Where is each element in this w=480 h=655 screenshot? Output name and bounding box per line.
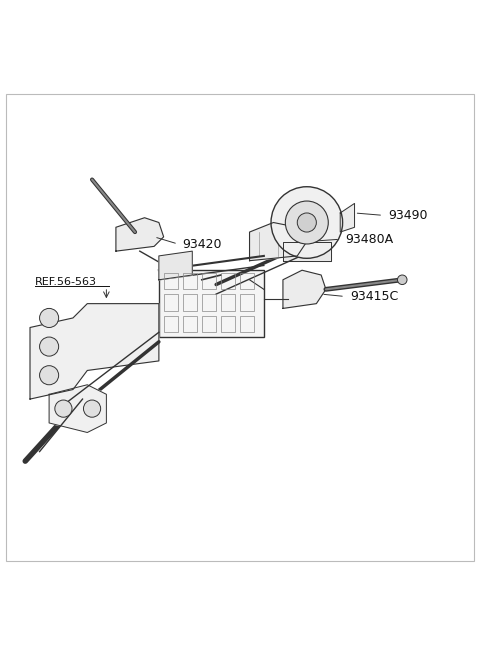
Bar (183, 294, 197, 310)
Bar (164, 272, 178, 290)
Text: 93415C: 93415C (350, 290, 398, 303)
Bar (221, 316, 235, 332)
Circle shape (397, 275, 407, 284)
Circle shape (39, 309, 59, 328)
Bar (183, 316, 197, 332)
Circle shape (55, 400, 72, 417)
Polygon shape (340, 204, 355, 232)
Circle shape (84, 400, 101, 417)
Text: 93490: 93490 (388, 210, 427, 222)
Circle shape (39, 365, 59, 384)
Circle shape (285, 201, 328, 244)
Bar (221, 294, 235, 310)
Text: 93480A: 93480A (345, 233, 393, 246)
Bar (183, 272, 197, 290)
Bar (202, 294, 216, 310)
Polygon shape (116, 217, 164, 251)
Polygon shape (283, 242, 331, 261)
Text: REF.56-563: REF.56-563 (35, 277, 97, 287)
Bar (164, 294, 178, 310)
Bar (221, 272, 235, 290)
Circle shape (39, 337, 59, 356)
Circle shape (271, 187, 343, 258)
Polygon shape (30, 304, 159, 399)
Bar (202, 316, 216, 332)
Bar (164, 316, 178, 332)
Polygon shape (49, 384, 107, 432)
Circle shape (297, 213, 316, 232)
Bar (159, 271, 264, 337)
Polygon shape (159, 251, 192, 280)
Polygon shape (250, 223, 307, 261)
Bar (202, 272, 216, 290)
Bar (240, 294, 254, 310)
Bar (240, 316, 254, 332)
Bar (240, 272, 254, 290)
Text: 93420: 93420 (183, 238, 222, 251)
Polygon shape (283, 271, 326, 309)
